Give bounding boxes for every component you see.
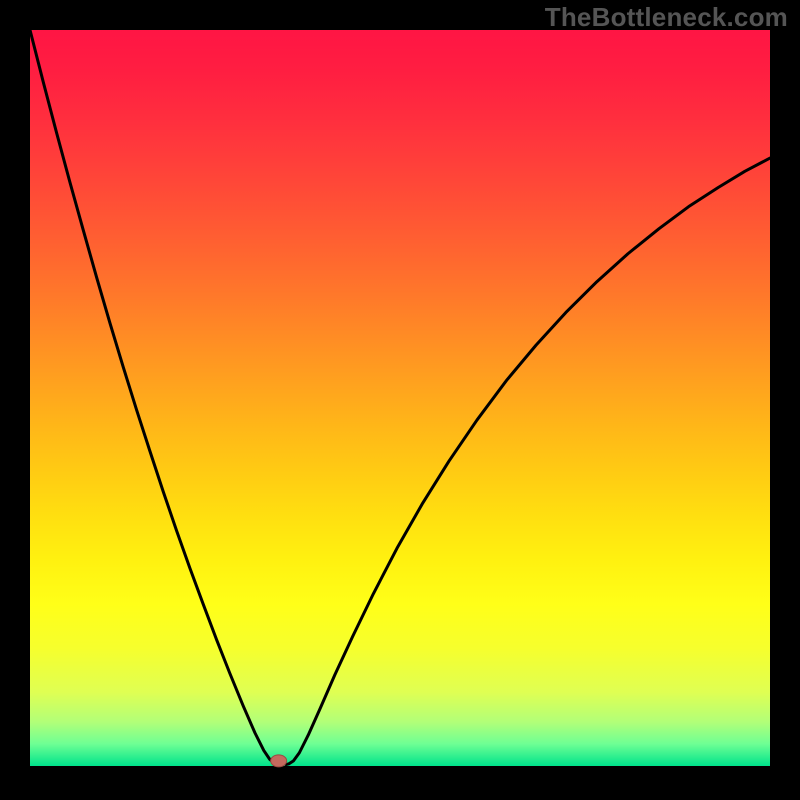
optimum-marker	[271, 755, 287, 767]
chart-container: TheBottleneck.com	[0, 0, 800, 800]
bottleneck-chart	[0, 0, 800, 800]
watermark-text: TheBottleneck.com	[545, 2, 788, 33]
plot-background	[30, 30, 770, 766]
